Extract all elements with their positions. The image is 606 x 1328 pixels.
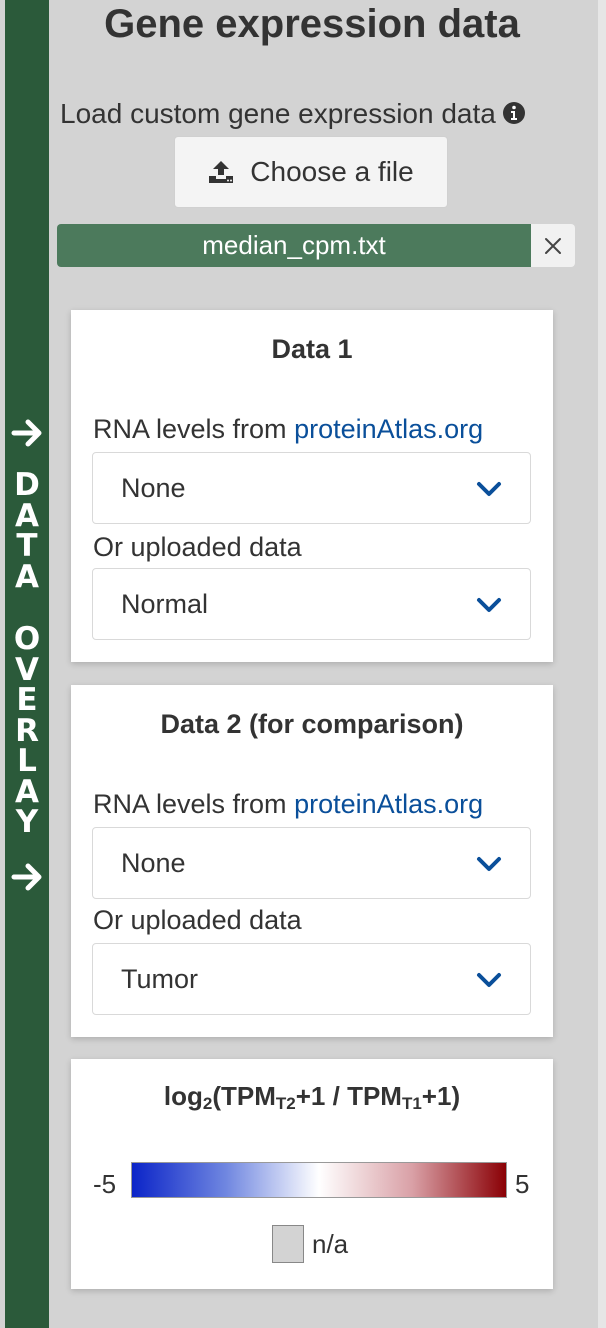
data2-rna-label-text: RNA levels from [93,789,295,819]
arrow-right-icon [11,419,42,447]
sidebar-letter: O [13,621,41,657]
sidebar-letter: T [16,528,38,564]
data-overlay-sidebar-toggle[interactable]: D A T A O V E R L A Y [5,0,49,1328]
data2-rna-select[interactable]: None [92,827,531,899]
choose-file-button[interactable]: Choose a file [174,136,448,208]
data2-title: Data 2 (for comparison) [160,709,464,739]
data2-rna-label: RNA levels from proteinAtlas.org [93,789,483,820]
sidebar-letter: Y [15,804,39,840]
data1-rna-select[interactable]: None [92,452,531,524]
na-color-swatch [272,1225,304,1263]
info-circle-icon[interactable] [502,101,526,125]
sidebar-letter: D [14,467,40,503]
legend-title-sub-t1: T1 [401,1094,422,1113]
upload-label-row: Load custom gene expression data [60,96,526,132]
legend-card: log2(TPMT2+1 / TPMT1+1) -5 5 n/a [71,1059,553,1289]
legend-title: log2(TPMT2+1 / TPMT1+1) [71,1081,553,1114]
protein-atlas-link[interactable]: proteinAtlas.org [294,414,484,444]
upload-label: Load custom gene expression data [60,98,496,129]
panel-scrollbar[interactable] [598,0,606,1328]
na-label: n/a [312,1229,349,1259]
legend-min-value: -5 [93,1169,117,1199]
sidebar-letter: R [15,712,39,749]
choose-file-label: Choose a file [250,156,414,187]
arrow-right-icon [11,863,42,891]
chevron-down-icon [477,973,501,987]
data1-uploaded-select[interactable]: Normal [92,568,531,640]
chevron-down-icon [477,482,501,496]
legend-max-value: 5 [515,1169,530,1199]
sidebar-letter: E [16,682,38,718]
chevron-down-icon [477,857,501,871]
data2-uploaded-label: Or uploaded data [93,905,302,935]
legend-title-base: 2 [202,1094,213,1113]
page-title: Gene expression data [104,2,520,46]
data1-title: Data 1 [271,334,353,364]
data1-uploaded-label: Or uploaded data [93,532,302,562]
sidebar-letter: L [17,743,37,779]
remove-file-button[interactable] [531,224,575,267]
data1-rna-label: RNA levels from proteinAtlas.org [93,414,483,445]
sidebar-letter: A [15,497,39,534]
data1-uploaded-select-value: Normal [121,589,209,619]
data2-card: Data 2 (for comparison) RNA levels from … [71,685,553,1037]
color-scale-bar [131,1162,507,1198]
data1-rna-select-value: None [121,473,186,503]
legend-title-log: log [163,1081,203,1111]
data2-uploaded-select[interactable]: Tumor [92,943,531,1015]
data1-card: Data 1 RNA levels from proteinAtlas.org … [71,310,553,662]
sidebar-vertical-label: D A T A O V E R L A Y [5,470,49,838]
sidebar-letter: A [15,773,39,810]
close-icon [545,237,561,254]
upload-icon [209,161,234,183]
sidebar-letter: A [15,558,39,595]
legend-title-open: (TPM [212,1081,276,1111]
uploaded-file-chip: median_cpm.txt [57,224,531,267]
legend-title-sub-t2: T2 [275,1094,296,1113]
data2-uploaded-select-value: Tumor [121,964,199,994]
legend-title-mid: +1 / TPM [295,1081,402,1111]
data2-rna-select-value: None [121,848,186,878]
protein-atlas-link[interactable]: proteinAtlas.org [294,789,484,819]
sidebar-letter: V [15,651,39,688]
legend-title-close: +1) [421,1081,461,1111]
data1-rna-label-text: RNA levels from [93,414,295,444]
chevron-down-icon [477,598,501,612]
